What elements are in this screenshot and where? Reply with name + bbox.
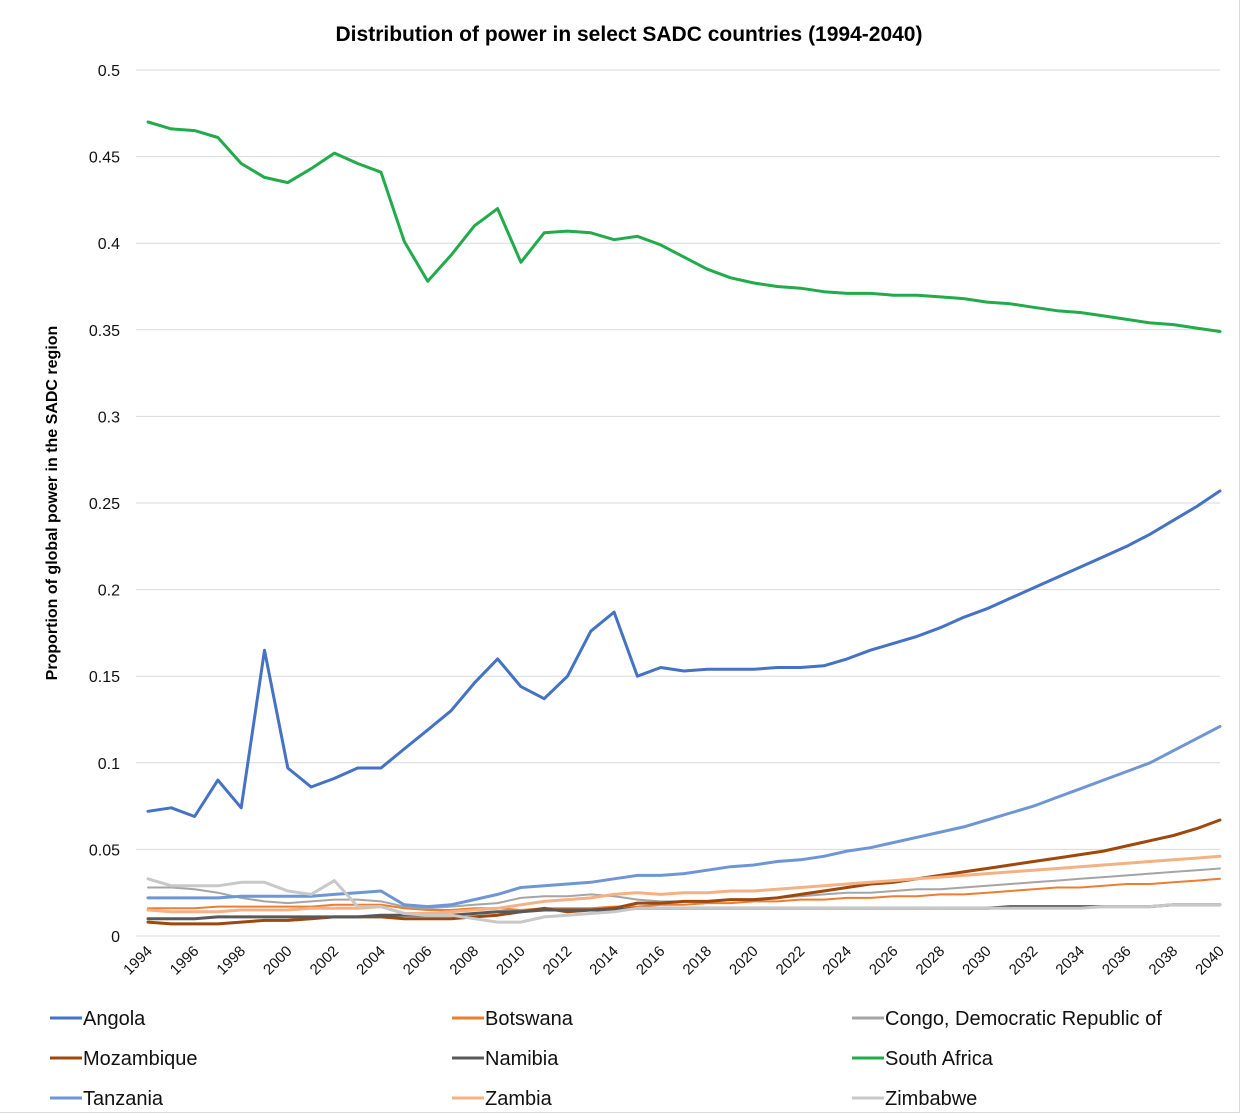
x-tick-label: 1994	[120, 943, 156, 979]
x-tick-label: 2000	[260, 943, 296, 979]
x-tick-label: 2010	[493, 943, 529, 979]
y-tick-label: 0	[111, 929, 120, 946]
y-tick-label: 0.35	[89, 323, 120, 340]
legend-label-namibia: Namibia	[485, 1048, 559, 1070]
y-tick-label: 0.25	[89, 496, 120, 513]
x-tick-label: 2022	[773, 943, 809, 979]
x-tick-label: 2008	[446, 943, 482, 979]
y-tick-label: 0.5	[98, 63, 120, 80]
x-axis-ticks: 1994 1996 1998 2000 2002 2004 2006 2008 2010 2012…	[120, 943, 1228, 979]
x-tick-label: 2034	[1052, 943, 1088, 979]
x-tick-label: 2032	[1006, 943, 1042, 979]
series-line-south-africa	[146, 120, 1222, 333]
legend-label-zambia: Zambia	[485, 1088, 553, 1110]
y-tick-label: 0.1	[98, 756, 120, 773]
x-tick-label: 2024	[819, 943, 855, 979]
x-tick-label: 2004	[353, 943, 389, 979]
x-tick-label: 2018	[680, 943, 716, 979]
x-tick-label: 2014	[586, 943, 622, 979]
y-tick-label: 0.2	[98, 583, 120, 600]
y-tick-label: 0.4	[98, 236, 120, 253]
x-tick-label: 2036	[1099, 943, 1135, 979]
x-tick-label: 2038	[1146, 943, 1182, 979]
x-tick-label: 2040	[1192, 943, 1228, 979]
legend-label-congo-democratic-republic-of: Congo, Democratic Republic of	[885, 1008, 1162, 1030]
y-tick-label: 0.05	[89, 842, 120, 859]
series-line-tanzania	[146, 724, 1222, 909]
series-line-angola	[146, 489, 1222, 818]
x-tick-label: 2002	[307, 943, 343, 979]
chart-title: Distribution of power in select SADC cou…	[336, 23, 923, 46]
x-tick-label: 2030	[959, 943, 995, 979]
x-tick-label: 2006	[400, 943, 436, 979]
x-tick-label: 2012	[540, 943, 576, 979]
series-line-zambia	[146, 854, 1222, 915]
x-tick-label: 2016	[633, 943, 669, 979]
y-tick-label: 0.3	[98, 409, 120, 426]
legend-label-mozambique: Mozambique	[83, 1048, 198, 1070]
legend: Angola Botswana Congo, Democratic Republic…	[50, 1008, 1162, 1110]
legend-label-zimbabwe: Zimbabwe	[885, 1088, 977, 1110]
y-tick-label: 0.15	[89, 669, 120, 686]
x-tick-label: 2028	[913, 943, 949, 979]
gridlines	[136, 69, 1220, 937]
series-lines	[146, 120, 1222, 926]
x-tick-label: 2026	[866, 943, 902, 979]
x-tick-label: 1996	[167, 943, 203, 979]
legend-label-tanzania: Tanzania	[83, 1088, 164, 1110]
x-tick-label: 2020	[726, 943, 762, 979]
legend-label-south-africa: South Africa	[885, 1048, 994, 1070]
legend-label-angola: Angola	[83, 1008, 146, 1030]
series-line-botswana	[147, 877, 1221, 911]
y-axis-label: Proportion of global power in the SADC r…	[44, 326, 61, 681]
legend-label-botswana: Botswana	[485, 1008, 574, 1030]
series-line-zimbabwe	[146, 877, 1222, 924]
y-tick-label: 0.45	[89, 150, 120, 167]
y-axis-ticks: 0 0.05 0.1 0.15 0.2 0.25 0.3 0.35 0.4 0.45 0.5	[89, 63, 120, 946]
x-tick-label: 1998	[213, 943, 249, 979]
